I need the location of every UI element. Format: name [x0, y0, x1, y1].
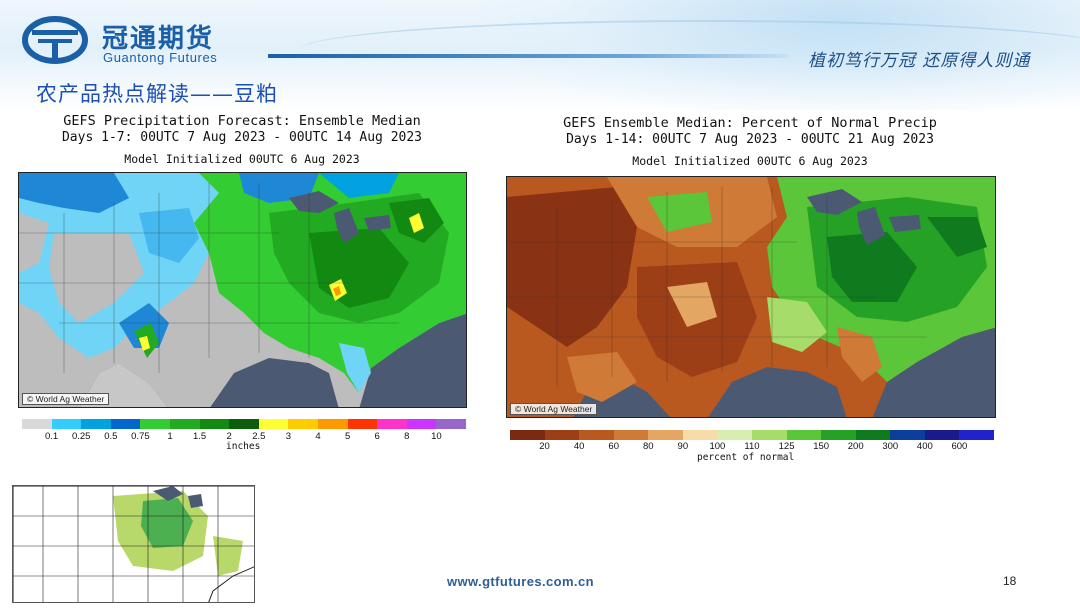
precip-legend-swatch [229, 419, 259, 429]
right-map-init-time: Model Initialized 00UTC 6 Aug 2023 [632, 154, 868, 168]
precip-legend-tick-label: 0.75 [131, 431, 150, 442]
precip-legend-tick-label: 0.5 [104, 431, 118, 442]
precip-legend-swatch [140, 419, 170, 429]
page-number: 18 [1003, 574, 1017, 588]
company-name-en: Guantong Futures [103, 50, 218, 65]
left-map-subtitle: Days 1-7: 00UTC 7 Aug 2023 - 00UTC 14 Au… [61, 130, 423, 145]
percent-legend-swatch [959, 430, 994, 440]
precip-legend-swatch [436, 419, 466, 429]
precip-legend-tick-label: 3 [285, 431, 292, 442]
precip-legend-tick-label: 0.25 [71, 431, 91, 442]
percent-legend-tick-label: 100 [709, 441, 726, 452]
right-map-subtitle: Days 1-14: 00UTC 7 Aug 2023 - 00UTC 21 A… [566, 132, 934, 147]
percent-legend-swatch [717, 430, 752, 440]
percent-legend-labels: 20 40 60 80 90 100 110 125 150 200 300 400 600 [510, 441, 994, 453]
crop-area-map [12, 485, 255, 603]
left-map-credit: © World Ag Weather [22, 393, 110, 405]
precip-legend-swatch [377, 419, 407, 429]
precip-legend-tick-label: 0.1 [44, 431, 59, 442]
section-title: 农产品热点解读——豆粕 [36, 82, 278, 106]
percent-legend-swatch [751, 430, 787, 440]
precip-legend-swatch [110, 419, 141, 429]
percent-legend-tick-label: 200 [847, 441, 864, 452]
precip-legend-tick-label: 2.5 [252, 431, 266, 442]
precip-legend-swatch [22, 419, 52, 429]
precip-legend-unit: inches [226, 441, 261, 452]
precip-legend-swatch [199, 419, 230, 429]
precip-legend-swatch [406, 419, 437, 429]
company-slogan: 植初笃行万冠 还原得人则通 [808, 51, 1031, 71]
precip-legend-tick-label: 10 [431, 431, 442, 442]
crop-area-map-image [13, 486, 254, 602]
precip-legend-tick-label: 1.5 [192, 431, 207, 442]
percent-legend-swatch [510, 430, 545, 440]
percent-legend-tick-label: 300 [882, 441, 899, 452]
right-map-title: GEFS Ensemble Median: Percent of Normal … [563, 115, 937, 131]
right-map-credit: © World Ag Weather [510, 403, 598, 415]
precip-legend-swatch [81, 419, 111, 429]
percent-normal-map-image [507, 177, 995, 417]
company-logo-icon [22, 16, 88, 64]
precip-legend-swatch [169, 419, 200, 429]
percent-legend-bar [510, 430, 994, 440]
precip-legend-swatch [317, 419, 348, 429]
percent-legend-swatch [544, 430, 580, 440]
percent-legend-swatch [855, 430, 891, 440]
percent-legend-swatch [821, 430, 856, 440]
percent-legend-swatch [786, 430, 822, 440]
precip-forecast-map-image [19, 173, 466, 407]
precip-legend-tick-label: 2 [226, 431, 232, 442]
percent-legend-swatch [682, 430, 718, 440]
left-map-init-time: Model Initialized 00UTC 6 Aug 2023 [124, 152, 360, 166]
precip-legend-bar [22, 419, 466, 429]
precip-legend-swatch [347, 419, 378, 429]
header-divider [268, 54, 788, 58]
percent-legend-tick-label: 150 [813, 441, 830, 452]
percent-legend-swatch [924, 430, 960, 440]
percent-legend-tick-label: 40 [573, 441, 585, 452]
percent-legend-swatch [579, 430, 614, 440]
percent-legend-tick-label: 80 [642, 441, 654, 452]
percent-legend-tick-label: 125 [778, 441, 795, 452]
header-wave [300, 20, 1080, 80]
precip-legend-tick-label: 8 [404, 431, 410, 442]
precip-legend-swatch [288, 419, 318, 429]
precip-forecast-map: © World Ag Weather [18, 172, 467, 408]
percent-legend-swatch [613, 430, 649, 440]
percent-legend-tick-label: 20 [539, 441, 550, 452]
precip-legend-tick-label: 6 [374, 431, 380, 442]
percent-legend-unit: percent of normal [697, 452, 795, 463]
percent-legend-swatch [648, 430, 683, 440]
percent-legend-tick-label: 600 [951, 441, 968, 452]
precip-legend-tick-label: 1 [167, 431, 173, 442]
precip-legend-labels: 0.1 0.25 0.5 0.75 1 1.5 2 2.5 3 4 5 6 8 10 [22, 431, 466, 443]
percent-legend-tick-label: 90 [677, 441, 689, 452]
percent-legend-tick-label: 110 [744, 441, 760, 452]
left-map-title: GEFS Precipitation Forecast: Ensemble Me… [63, 113, 421, 129]
percent-legend-tick-label: 400 [916, 441, 933, 452]
percent-legend-tick-label: 60 [608, 441, 619, 452]
precip-legend-tick-label: 4 [315, 431, 321, 442]
percent-normal-map: © World Ag Weather [506, 176, 996, 418]
precip-legend-swatch [258, 419, 289, 429]
website-url[interactable]: www.gtfutures.com.cn [447, 574, 594, 589]
precip-legend-swatch [51, 419, 82, 429]
percent-legend-swatch [890, 430, 925, 440]
company-name-cn: 冠通期货 [102, 24, 215, 54]
precip-legend-tick-label: 5 [344, 431, 351, 442]
